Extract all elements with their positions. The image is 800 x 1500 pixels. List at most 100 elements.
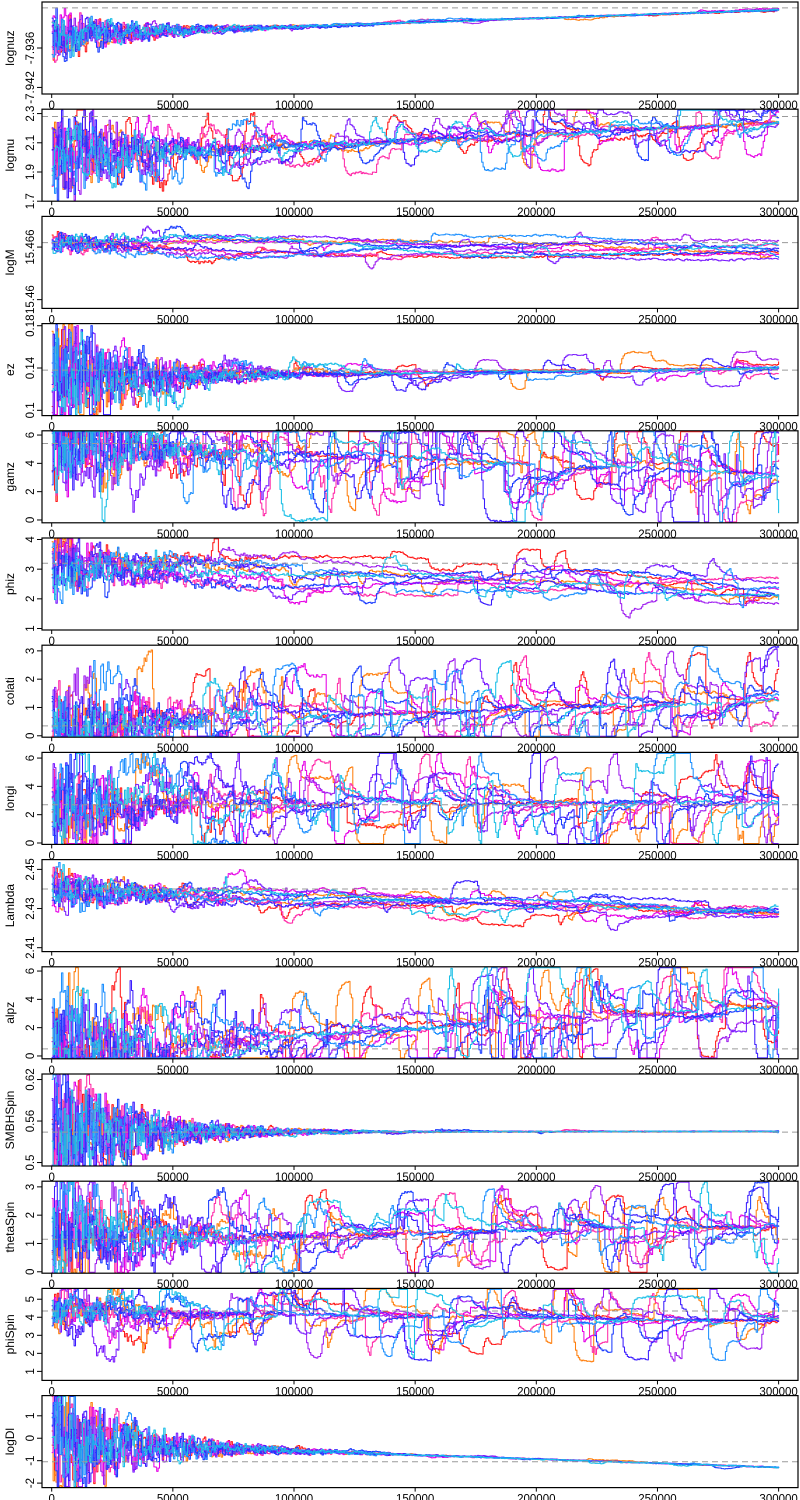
- trace-series-10: [51, 1395, 780, 1488]
- x-tick-label: 0: [48, 207, 54, 219]
- x-tick-label: 200000: [517, 207, 555, 219]
- trace-series-10: [51, 864, 779, 924]
- x-tick-label: 150000: [396, 850, 434, 862]
- x-tick-label: 50000: [157, 1172, 189, 1184]
- plot-frame: [41, 215, 799, 309]
- trace-series-5: [51, 1288, 780, 1362]
- y-tick-label: 0.18: [25, 315, 37, 337]
- x-tick-label: 100000: [275, 636, 313, 648]
- y-tick-label: 5: [25, 1296, 37, 1302]
- y-axis-label: colati: [3, 677, 17, 705]
- trace-series-7: [51, 109, 779, 199]
- x-tick-label: 150000: [396, 743, 434, 755]
- x-tick-label: 50000: [157, 850, 189, 862]
- traces-Lambda: [51, 861, 780, 932]
- y-tick-label: 4: [25, 783, 37, 790]
- y-axis-label: thetaSpin: [3, 1202, 17, 1253]
- y-tick-label: 0.62: [25, 1068, 37, 1090]
- y-tick-label: 0.1: [25, 402, 37, 418]
- y-axis-label: ez: [3, 363, 17, 376]
- trace-series-7: [51, 1288, 780, 1362]
- x-tick-label: 250000: [638, 636, 676, 648]
- y-tick-label: 0.5: [25, 1155, 37, 1171]
- x-tick-label: 0: [48, 636, 54, 648]
- trace-series-10: [51, 9, 780, 57]
- x-tick-label: 150000: [396, 1494, 434, 1500]
- trace-series-7: [51, 431, 780, 523]
- y-tick-label: 15.46: [25, 285, 37, 314]
- y-tick-label: 1.7: [25, 193, 37, 209]
- plot-frame: [41, 751, 799, 846]
- plot-frame: [41, 430, 799, 524]
- x-tick-label: 250000: [638, 314, 676, 326]
- panel-alpz: 0 2 4 6 alpz 0 50000 100000 150000 200000 250000 30…: [3, 966, 799, 1077]
- x-tick-label: 100000: [275, 529, 313, 541]
- x-tick-label: 150000: [396, 207, 434, 219]
- y-axis-label: Lambda: [3, 884, 17, 928]
- x-tick-label: 250000: [638, 850, 676, 862]
- x-tick-label: 50000: [157, 1494, 189, 1500]
- y-tick-label: 2.43: [25, 897, 37, 919]
- y-tick-label: 1: [25, 625, 37, 631]
- trace-series-5: [51, 1181, 780, 1273]
- plot-frame: [41, 966, 799, 1060]
- y-axis-label: logmu: [3, 139, 17, 172]
- traces-gamz: [51, 431, 780, 523]
- x-tick-label: 200000: [517, 636, 555, 648]
- x-tick-label: 150000: [396, 1065, 434, 1077]
- trace-series-9: [51, 1288, 780, 1362]
- traces-logmu: [51, 109, 780, 201]
- y-axis-label: phiz: [3, 573, 17, 595]
- trace-series-9: [51, 967, 780, 1059]
- x-tick-label: 0: [48, 100, 54, 112]
- traces-SMBHSpin: [51, 1074, 780, 1166]
- trace-series-6: [51, 326, 780, 416]
- x-tick-label: 200000: [517, 1172, 555, 1184]
- y-axis-label: alpz: [3, 1002, 17, 1024]
- x-tick-label: 50000: [157, 743, 189, 755]
- y-tick-label: 2: [25, 1350, 37, 1356]
- trace-series-7: [51, 1395, 780, 1487]
- y-tick-label: 2: [25, 811, 37, 817]
- x-tick-label: 300000: [759, 1494, 797, 1500]
- x-tick-label: 150000: [396, 529, 434, 541]
- y-tick-label: 0.14: [25, 356, 37, 379]
- x-tick-label: 100000: [275, 1065, 313, 1077]
- y-tick-label: 2.3: [25, 106, 37, 122]
- trace-series-5: [51, 231, 780, 270]
- x-tick-label: 50000: [157, 207, 189, 219]
- y-tick-label: 4: [25, 460, 37, 467]
- y-tick-label: 4: [25, 996, 37, 1003]
- x-tick-label: 100000: [275, 958, 313, 970]
- x-tick-label: 0: [48, 1494, 54, 1500]
- trace-series-10: [51, 109, 780, 189]
- y-tick-label: 4: [25, 536, 37, 543]
- plot-frame: [41, 1394, 799, 1489]
- trace-series-10: [51, 549, 780, 601]
- trace-series-4: [51, 869, 780, 923]
- panel-logM: 15.46 15.466 logM 0 50000 100000 150000 200000 2…: [3, 215, 799, 326]
- y-tick-label: 1: [25, 1240, 37, 1246]
- x-tick-label: 0: [48, 1279, 54, 1291]
- y-axis-label: logM: [3, 249, 17, 275]
- trace-series-4: [51, 109, 780, 190]
- trace-series-10: [51, 1089, 780, 1166]
- y-tick-label: 0: [25, 1053, 37, 1059]
- x-tick-label: 150000: [396, 636, 434, 648]
- plot-frame: [41, 644, 799, 738]
- trace-series-8: [51, 986, 780, 1059]
- y-tick-label: 1: [25, 704, 37, 710]
- trace-series-7: [51, 875, 779, 916]
- y-tick-label: -7.936: [25, 32, 37, 65]
- trace-series-9: [51, 431, 780, 523]
- panel-SMBHSpin: 0.5 0.56 0.62 SMBHSpin 0 50000 100000 150000 200…: [3, 1068, 799, 1184]
- y-tick-label: 2.41: [25, 936, 37, 958]
- x-tick-label: 250000: [638, 207, 676, 219]
- x-tick-label: 0: [48, 1386, 54, 1398]
- trace-series-10: [51, 967, 780, 1059]
- plot-frame: [41, 1180, 799, 1274]
- trace-series-7: [51, 1181, 780, 1273]
